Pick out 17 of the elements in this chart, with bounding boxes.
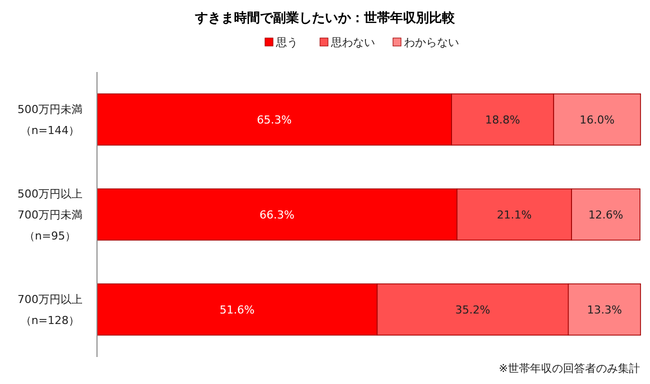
data-label: 18.8% — [485, 114, 520, 126]
chart-title: すきま時間で副業したいか：世帯年収別比較 — [194, 11, 456, 26]
data-label: 66.3% — [260, 208, 294, 222]
data-label: 21.1% — [496, 208, 532, 222]
y-tick-label: 700万円以上（n=128） — [18, 293, 82, 327]
data-label: 65.3% — [256, 114, 292, 126]
legend-label: 思う — [275, 36, 298, 49]
data-label: 12.6% — [588, 208, 624, 222]
data-label: 16.0% — [580, 114, 615, 126]
legend-label: わからない — [404, 36, 459, 49]
data-label: 13.3% — [586, 304, 622, 316]
legend-label: 思わない — [330, 36, 375, 49]
data-label: 35.2% — [455, 304, 490, 316]
text: ※世帯年収の回答者のみ集計 — [498, 362, 640, 375]
y-tick-label: 500万円以上700万円未満（n=95） — [18, 188, 82, 242]
data-label: 51.6% — [220, 304, 255, 316]
y-tick-label: 500万円未満（n=144） — [18, 103, 82, 137]
